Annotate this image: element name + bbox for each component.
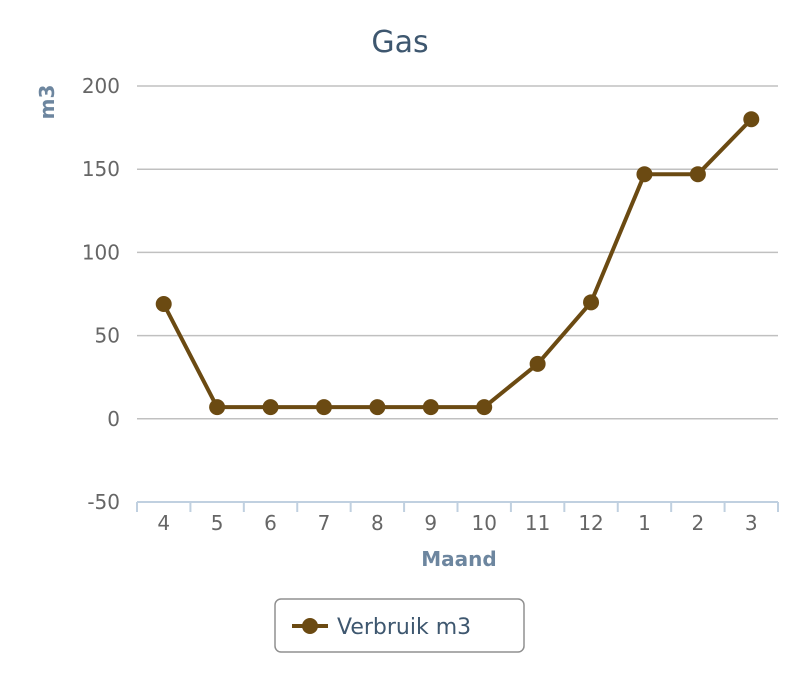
data-point[interactable] xyxy=(422,399,439,416)
y-tick-label: -50 xyxy=(87,490,120,514)
x-axis: 4 5 6 7 8 9 10 11 12 1 2 3 xyxy=(136,501,779,535)
y-tick-label: 100 xyxy=(82,240,120,264)
x-axis-title: Maand xyxy=(421,547,496,571)
legend[interactable]: Verbruik m3 xyxy=(274,598,525,653)
data-point[interactable] xyxy=(369,399,386,416)
x-tick-label: 9 xyxy=(424,511,437,535)
data-point[interactable] xyxy=(209,399,226,416)
x-tick-label: 6 xyxy=(264,511,277,535)
y-tick-label: 200 xyxy=(82,74,120,98)
data-point[interactable] xyxy=(476,399,493,416)
data-point[interactable] xyxy=(636,166,653,183)
x-tick-label: 11 xyxy=(525,511,550,535)
y-axis-title: m3 xyxy=(35,85,59,120)
data-point[interactable] xyxy=(583,294,600,311)
x-tick-label: 12 xyxy=(578,511,603,535)
chart-title: Gas xyxy=(371,25,428,60)
data-point[interactable] xyxy=(155,295,172,312)
data-point[interactable] xyxy=(743,111,760,128)
x-tick-label: 7 xyxy=(318,511,331,535)
x-tick-label: 8 xyxy=(371,511,384,535)
legend-box xyxy=(274,598,525,653)
data-point[interactable] xyxy=(262,399,279,416)
x-tick-label: 1 xyxy=(638,511,651,535)
x-tick-label: 3 xyxy=(745,511,758,535)
legend-marker-icon xyxy=(302,618,318,634)
y-tick-label: 0 xyxy=(107,407,120,431)
y-tick-labels: -50 0 50 100 150 200 xyxy=(82,74,120,514)
x-tick-label: 2 xyxy=(692,511,705,535)
series-line xyxy=(161,117,753,410)
x-tick-label: 10 xyxy=(471,511,496,535)
x-tick-label: 4 xyxy=(157,511,170,535)
x-tick-label: 5 xyxy=(211,511,224,535)
data-point[interactable] xyxy=(315,399,332,416)
data-point[interactable] xyxy=(689,166,706,183)
series-verbruik xyxy=(155,111,760,416)
y-tick-label: 50 xyxy=(95,324,120,348)
legend-label[interactable]: Verbruik m3 xyxy=(337,615,471,640)
gridlines xyxy=(137,85,778,420)
data-point[interactable] xyxy=(529,355,546,372)
y-tick-label: 150 xyxy=(82,157,120,181)
